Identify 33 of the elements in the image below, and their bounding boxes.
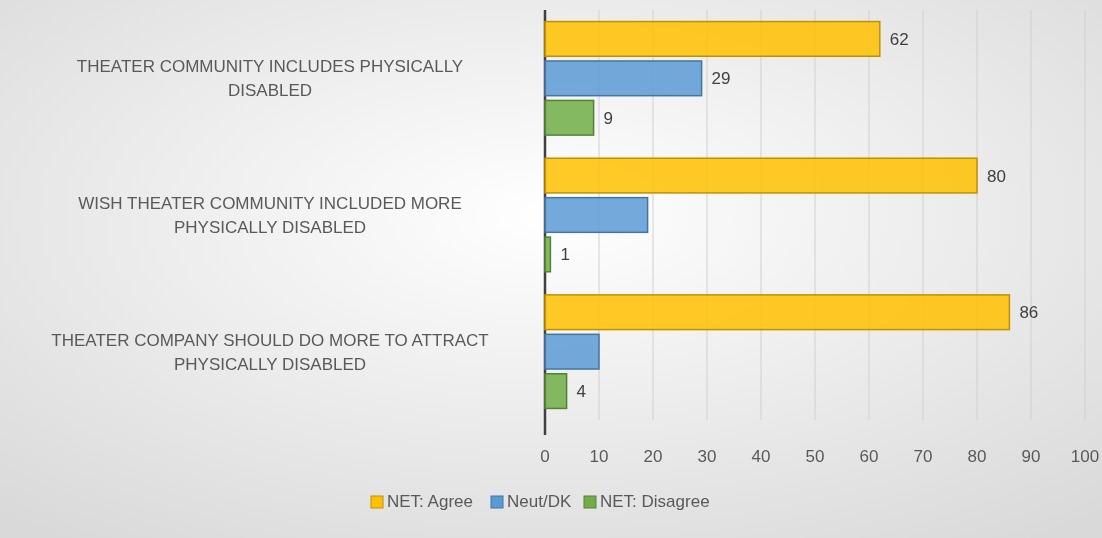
x-tick-label: 20: [643, 447, 663, 466]
legend-label: Neut/DK: [507, 492, 572, 511]
data-label: 86: [1019, 303, 1039, 323]
data-label: 62: [889, 29, 909, 49]
data-label: 80: [987, 166, 1006, 186]
data-label: 29: [711, 69, 731, 89]
bar: [544, 157, 978, 194]
legend-label: NET: Disagree: [600, 492, 710, 511]
bar: [544, 333, 600, 370]
bar: [544, 236, 552, 273]
bar: [544, 294, 1011, 331]
bar: [544, 20, 881, 58]
y-tick-label: THEATER COMMUNITY INCLUDES PHYSICALLY DISABLED: [76, 57, 464, 101]
x-tick-label: 0: [540, 447, 550, 466]
x-tick-label: 30: [697, 447, 717, 466]
y-tick-label: WISH THEATER COMMUNITY INCLUDED MORE PHYSICALLY DISABLED: [78, 194, 462, 237]
x-tick-label: 10: [589, 447, 609, 466]
x-tick-label: 40: [751, 447, 771, 466]
legend-label: NET: Agree: [387, 492, 473, 511]
x-tick-label: 60: [859, 447, 879, 466]
bar: [544, 196, 649, 234]
x-tick-label: 50: [805, 447, 825, 466]
data-label: 9: [603, 108, 614, 128]
bar: [544, 99, 595, 136]
x-tick-label: 70: [913, 447, 933, 466]
bar: [544, 372, 568, 410]
data-label: 1: [560, 245, 570, 265]
bar: [544, 60, 703, 97]
x-tick-label: 100: [1070, 447, 1100, 466]
x-tick-label: 90: [1021, 447, 1041, 466]
data-label: 4: [576, 382, 587, 402]
x-tick-label: 80: [967, 447, 987, 466]
y-tick-label: THEATER COMPANY SHOULD DO MORE TO ATTRACT PHYSICALLY DISABLED: [51, 330, 489, 374]
